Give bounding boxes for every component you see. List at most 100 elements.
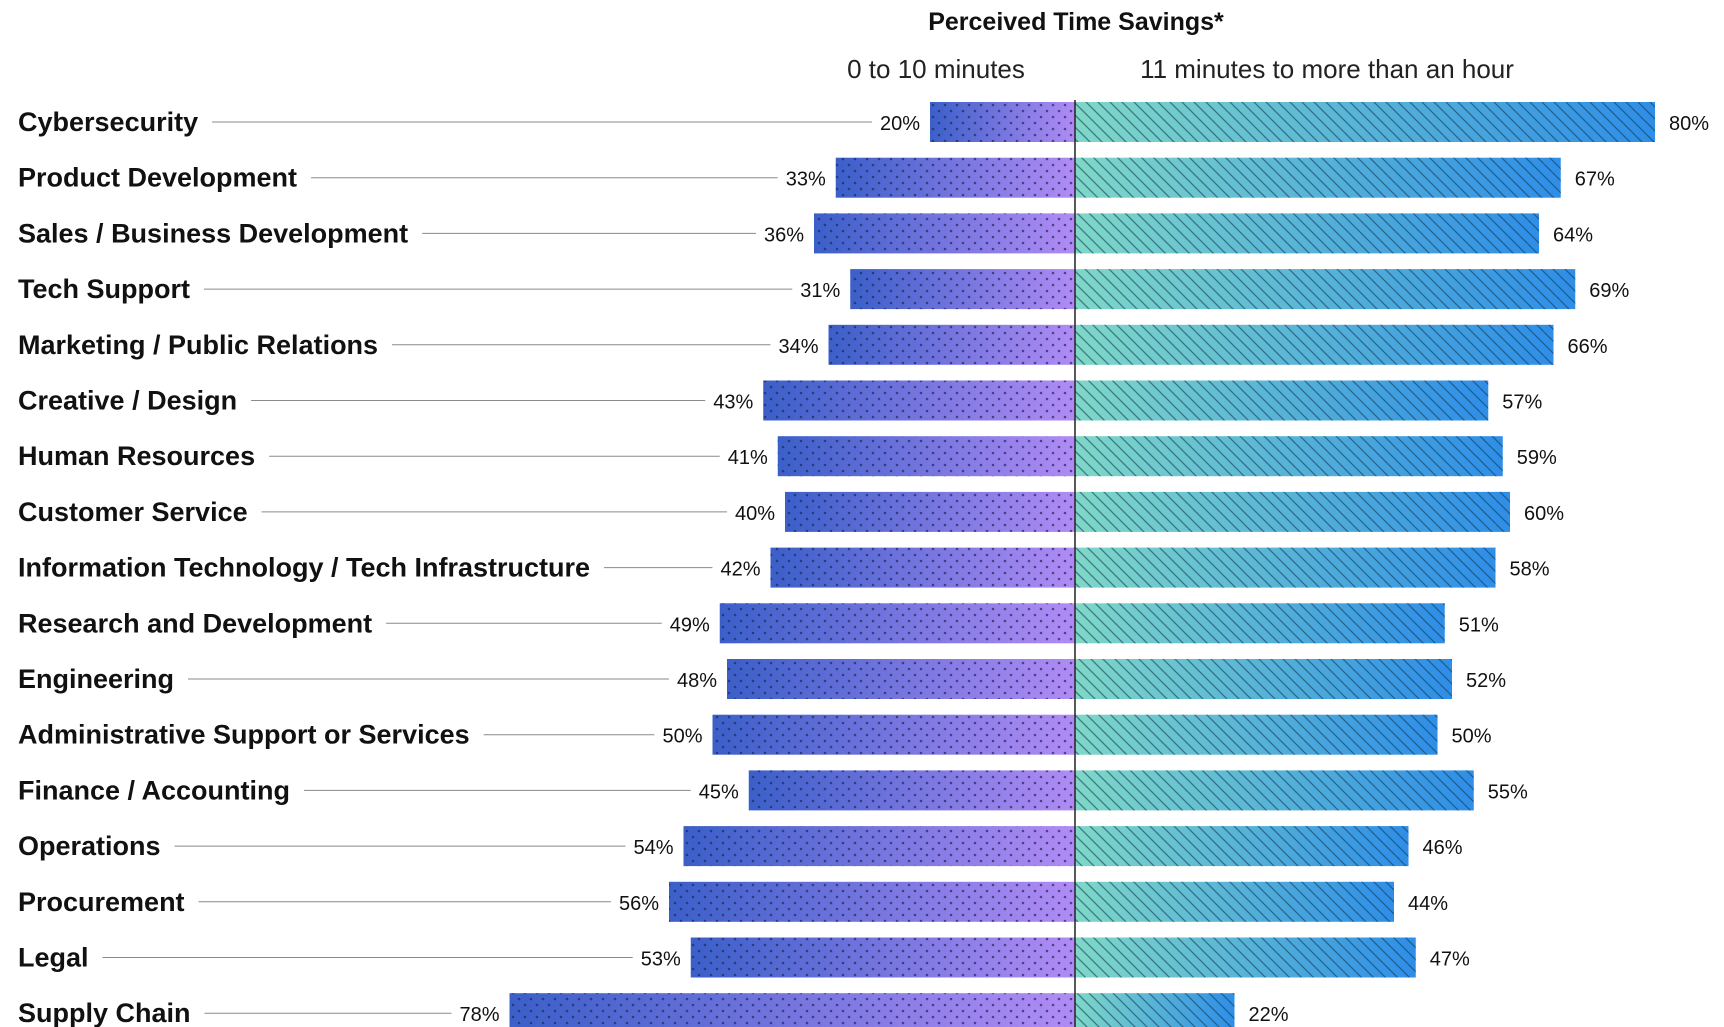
- chart-row: Sales / Business Development 36% 64%: [18, 213, 1593, 254]
- category-label: Sales / Business Development: [18, 218, 408, 248]
- value-label-right: 44%: [1408, 893, 1448, 915]
- value-label-right: 57%: [1502, 392, 1542, 414]
- value-label-left: 31%: [800, 280, 840, 302]
- bar-right-pattern: [1075, 659, 1452, 699]
- value-label-left: 36%: [764, 224, 804, 246]
- value-label-right: 46%: [1423, 837, 1463, 859]
- bar-left-pattern: [712, 714, 1075, 755]
- bar-right-pattern: [1075, 937, 1416, 978]
- value-label-left: 53%: [641, 949, 681, 971]
- bar-right-pattern: [1075, 380, 1489, 421]
- bar-left-pattern: [850, 269, 1075, 310]
- bar-right-pattern: [1075, 826, 1409, 867]
- category-label: Creative / Design: [18, 386, 237, 416]
- value-label-left: 41%: [728, 447, 768, 469]
- chart-row: Cybersecurity 20% 80%: [18, 102, 1709, 142]
- value-label-left: 42%: [720, 559, 760, 581]
- bar-left-pattern: [814, 213, 1075, 254]
- value-label-left: 33%: [786, 169, 826, 191]
- bar-right-pattern: [1075, 603, 1445, 644]
- chart-row: Finance / Accounting 45% 55%: [18, 770, 1528, 811]
- bar-left-pattern: [763, 380, 1075, 421]
- value-label-left: 49%: [670, 614, 710, 636]
- category-label: Marketing / Public Relations: [18, 330, 378, 360]
- chart-row: Customer Service 40% 60%: [18, 491, 1564, 532]
- bar-left-pattern: [777, 436, 1075, 477]
- value-label-left: 20%: [880, 113, 920, 135]
- bar-right-pattern: [1075, 324, 1554, 365]
- chart-row: Tech Support 31% 69%: [18, 269, 1629, 310]
- value-label-right: 50%: [1452, 726, 1492, 748]
- bar-right-pattern: [1075, 770, 1474, 811]
- bar-right-pattern: [1075, 714, 1438, 755]
- bar-right-pattern: [1075, 881, 1394, 922]
- chart-row: Administrative Support or Services 50% 50%: [18, 714, 1492, 755]
- series-right-header: 11 minutes to more than an hour: [1140, 54, 1514, 84]
- series-left-header: 0 to 10 minutes: [847, 54, 1025, 84]
- bar-left-pattern: [719, 603, 1075, 644]
- bar-right-pattern: [1075, 547, 1496, 588]
- category-label: Product Development: [18, 163, 297, 193]
- bar-right-pattern: [1075, 436, 1503, 477]
- value-label-left: 34%: [778, 336, 818, 358]
- value-label-left: 48%: [677, 670, 717, 692]
- chart-row: Supply Chain 78% 22%: [18, 993, 1289, 1027]
- category-label: Engineering: [18, 664, 174, 694]
- value-label-left: 50%: [662, 726, 702, 748]
- chart-row: Engineering 48% 52%: [18, 659, 1506, 699]
- bar-left-pattern: [748, 770, 1075, 811]
- chart-rows: Cybersecurity 20% 80% Product Development 33…: [18, 102, 1709, 1027]
- bar-right-pattern: [1075, 269, 1576, 310]
- category-label: Customer Service: [18, 497, 248, 527]
- value-label-left: 40%: [735, 503, 775, 525]
- value-label-right: 59%: [1517, 447, 1557, 469]
- chart-row: Legal 53% 47%: [18, 937, 1470, 978]
- chart-row: Operations 54% 46%: [18, 826, 1463, 867]
- category-label: Operations: [18, 831, 161, 861]
- value-label-right: 69%: [1589, 280, 1629, 302]
- bar-left-pattern: [690, 937, 1075, 978]
- value-label-right: 55%: [1488, 781, 1528, 803]
- bar-left-pattern: [930, 102, 1075, 142]
- bar-left-pattern: [785, 491, 1075, 532]
- value-label-right: 22%: [1249, 1004, 1289, 1026]
- chart-row: Research and Development 49% 51%: [18, 603, 1499, 644]
- bar-right-pattern: [1075, 491, 1510, 532]
- value-label-right: 80%: [1669, 113, 1709, 135]
- category-label: Information Technology / Tech Infrastruc…: [18, 553, 590, 583]
- bar-right-pattern: [1075, 993, 1235, 1027]
- chart-row: Human Resources 41% 59%: [18, 436, 1557, 477]
- value-label-left: 43%: [713, 392, 753, 414]
- bar-left-pattern: [669, 881, 1075, 922]
- bar-left-pattern: [835, 157, 1075, 198]
- category-label: Legal: [18, 943, 89, 973]
- value-label-left: 45%: [699, 781, 739, 803]
- category-label: Cybersecurity: [18, 107, 198, 137]
- bar-right-pattern: [1075, 102, 1655, 142]
- category-label: Procurement: [18, 887, 185, 917]
- chart-title: Perceived Time Savings*: [928, 8, 1224, 36]
- chart-row: Creative / Design 43% 57%: [18, 380, 1542, 421]
- value-label-left: 78%: [459, 1004, 499, 1026]
- value-label-right: 47%: [1430, 949, 1470, 971]
- bar-left-pattern: [509, 993, 1075, 1027]
- category-label: Supply Chain: [18, 998, 191, 1027]
- value-label-right: 66%: [1568, 336, 1608, 358]
- bar-right-pattern: [1075, 157, 1561, 198]
- value-label-right: 52%: [1466, 670, 1506, 692]
- value-label-right: 58%: [1510, 559, 1550, 581]
- value-label-left: 56%: [619, 893, 659, 915]
- value-label-right: 51%: [1459, 614, 1499, 636]
- bar-right-pattern: [1075, 213, 1539, 254]
- bar-left-pattern: [727, 659, 1075, 699]
- category-label: Finance / Accounting: [18, 775, 290, 805]
- bar-left-pattern: [770, 547, 1075, 588]
- value-label-left: 54%: [633, 837, 673, 859]
- value-label-right: 67%: [1575, 169, 1615, 191]
- value-label-right: 60%: [1524, 503, 1564, 525]
- value-label-right: 64%: [1553, 224, 1593, 246]
- chart-row: Product Development 33% 67%: [18, 157, 1615, 198]
- category-label: Human Resources: [18, 441, 255, 471]
- bar-left-pattern: [828, 324, 1075, 365]
